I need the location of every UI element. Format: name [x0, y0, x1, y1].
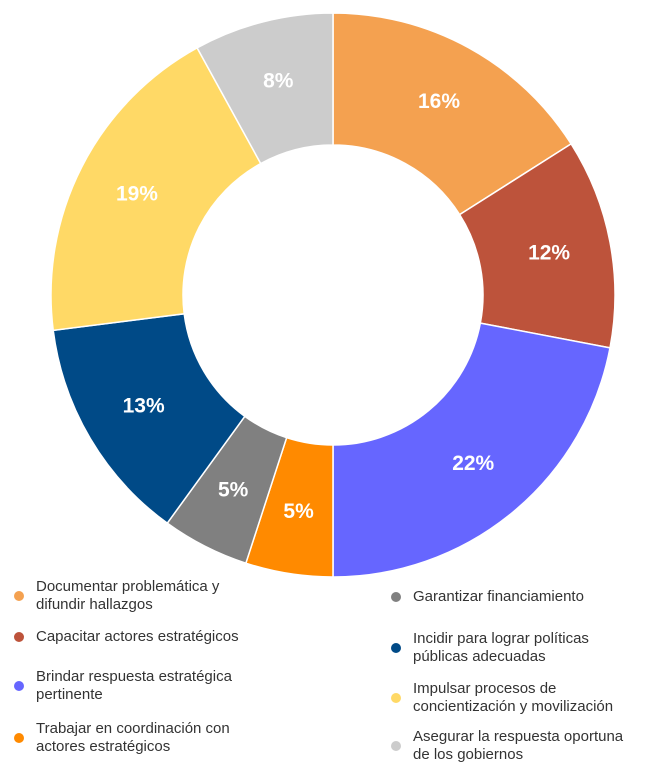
slice-label: 5%	[283, 500, 314, 523]
legend-item: Brindar respuesta estratégica pertinente	[14, 668, 254, 704]
slice-label: 5%	[218, 479, 249, 502]
legend-label: Documentar problemática y difundir halla…	[36, 578, 220, 613]
legend-swatch	[391, 741, 401, 751]
legend-label: Trabajar en coordinación con actores est…	[36, 720, 230, 755]
legend-label: Asegurar la respuesta oportuna de los go…	[413, 728, 624, 763]
donut-slice	[50, 46, 262, 332]
legend-swatch	[14, 591, 24, 601]
legend-item: Garantizar financiamiento	[391, 588, 631, 606]
slice-label: 13%	[123, 395, 165, 418]
slice-label: 12%	[528, 241, 570, 264]
slice-label: 19%	[116, 183, 158, 206]
legend-swatch	[14, 733, 24, 743]
legend-label: Garantizar financiamiento	[413, 588, 584, 605]
slice-label: 22%	[452, 452, 494, 475]
donut-chart: 16% 12% 22% 5% 5% 13% 19% 8%	[50, 12, 616, 578]
donut-slice	[332, 12, 573, 216]
legend-item: Trabajar en coordinación con actores est…	[14, 720, 254, 756]
slice-label: 16%	[418, 90, 460, 113]
legend-item: Capacitar actores estratégicos	[14, 628, 254, 646]
legend-swatch	[14, 681, 24, 691]
legend-item: Impulsar procesos de concientización y m…	[391, 680, 631, 716]
legend-swatch	[14, 632, 24, 642]
donut-slice	[196, 12, 334, 165]
legend-item: Incidir para lograr políticas públicas a…	[391, 630, 631, 666]
legend-label: Brindar respuesta estratégica pertinente	[36, 668, 232, 703]
legend-swatch	[391, 592, 401, 602]
donut-slice	[332, 322, 611, 578]
legend-item: Documentar problemática y difundir halla…	[14, 578, 254, 614]
legend-label: Impulsar procesos de concientización y m…	[413, 680, 614, 715]
legend-swatch	[391, 693, 401, 703]
slice-label: 8%	[263, 69, 294, 92]
legend-swatch	[391, 643, 401, 653]
legend-label: Capacitar actores estratégicos	[36, 628, 239, 645]
legend-item: Asegurar la respuesta oportuna de los go…	[391, 728, 631, 764]
legend-label: Incidir para lograr políticas públicas a…	[413, 630, 589, 665]
